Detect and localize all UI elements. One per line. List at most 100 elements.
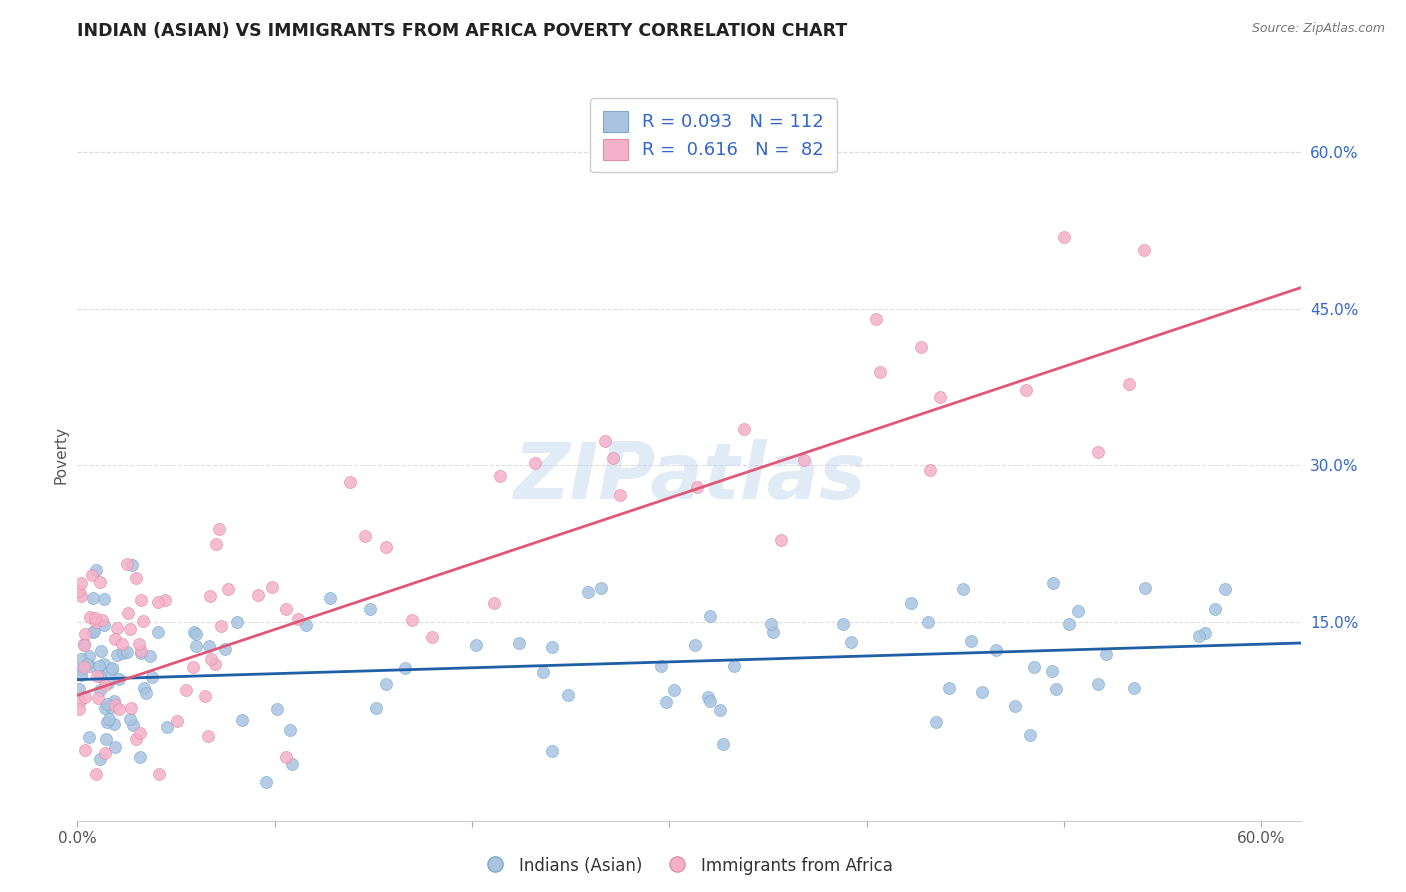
Point xyxy=(266,702,288,716)
Point xyxy=(696,690,718,704)
Point xyxy=(655,695,678,709)
Point xyxy=(77,649,100,664)
Point xyxy=(132,681,155,696)
Point xyxy=(1019,728,1042,742)
Point xyxy=(111,646,134,660)
Point xyxy=(254,775,277,789)
Point xyxy=(541,640,564,655)
Point xyxy=(129,726,152,740)
Point xyxy=(117,606,139,620)
Point xyxy=(1188,629,1211,643)
Point xyxy=(129,646,152,660)
Point xyxy=(295,618,318,632)
Point xyxy=(1122,681,1144,695)
Point xyxy=(1204,602,1226,616)
Point xyxy=(205,536,228,550)
Text: ZIPatlas: ZIPatlas xyxy=(513,439,865,515)
Point xyxy=(129,749,152,764)
Point xyxy=(69,667,91,681)
Point xyxy=(339,475,361,490)
Point xyxy=(972,685,994,699)
Point xyxy=(90,643,112,657)
Point xyxy=(76,657,98,672)
Point xyxy=(184,640,207,654)
Point xyxy=(75,743,97,757)
Point xyxy=(100,662,122,676)
Point xyxy=(166,714,188,729)
Point xyxy=(488,469,510,483)
Legend: Indians (Asian), Immigrants from Africa: Indians (Asian), Immigrants from Africa xyxy=(479,850,898,882)
Point xyxy=(1087,444,1109,458)
Point xyxy=(84,615,107,629)
Point xyxy=(104,739,127,754)
Point xyxy=(120,701,142,715)
Point xyxy=(762,625,785,640)
Point xyxy=(1014,383,1036,397)
Point xyxy=(246,588,269,602)
Point xyxy=(84,611,107,625)
Point xyxy=(97,676,120,690)
Point xyxy=(135,686,157,700)
Point xyxy=(73,638,96,652)
Point xyxy=(952,582,974,596)
Point xyxy=(1133,244,1156,258)
Point xyxy=(274,602,297,616)
Point xyxy=(699,694,721,708)
Point xyxy=(100,661,122,675)
Point xyxy=(287,612,309,626)
Point xyxy=(70,589,93,603)
Point xyxy=(70,663,93,677)
Point xyxy=(183,624,205,639)
Point xyxy=(93,591,115,606)
Point xyxy=(128,637,150,651)
Point xyxy=(89,574,111,589)
Point xyxy=(374,541,396,555)
Point xyxy=(281,757,304,772)
Point xyxy=(394,660,416,674)
Point xyxy=(541,744,564,758)
Point xyxy=(1042,575,1064,590)
Point xyxy=(1066,605,1088,619)
Point xyxy=(278,723,301,737)
Point xyxy=(104,698,127,713)
Point xyxy=(225,615,247,630)
Point xyxy=(73,636,96,650)
Point xyxy=(138,648,160,663)
Point xyxy=(375,677,398,691)
Point xyxy=(557,688,579,702)
Point xyxy=(214,642,236,657)
Point xyxy=(938,681,960,695)
Point xyxy=(359,601,381,615)
Point xyxy=(531,665,554,680)
Point xyxy=(918,463,941,477)
Point xyxy=(94,700,117,714)
Point xyxy=(93,618,115,632)
Point xyxy=(103,717,125,731)
Point xyxy=(865,312,887,326)
Point xyxy=(132,614,155,628)
Point xyxy=(217,582,239,596)
Point xyxy=(115,557,138,571)
Point xyxy=(986,642,1008,657)
Point xyxy=(1022,660,1045,674)
Point xyxy=(82,591,104,605)
Y-axis label: Poverty: Poverty xyxy=(53,425,69,484)
Point xyxy=(683,639,706,653)
Point xyxy=(1057,616,1080,631)
Point xyxy=(108,673,131,687)
Point xyxy=(70,651,93,665)
Point xyxy=(115,645,138,659)
Point xyxy=(93,657,115,671)
Point xyxy=(94,678,117,692)
Point xyxy=(662,682,685,697)
Point xyxy=(591,581,613,595)
Point xyxy=(925,714,948,729)
Point xyxy=(82,624,104,639)
Point xyxy=(79,610,101,624)
Point xyxy=(96,697,118,711)
Point xyxy=(929,390,952,404)
Point xyxy=(103,694,125,708)
Point xyxy=(650,659,672,673)
Point xyxy=(465,638,488,652)
Point xyxy=(89,669,111,683)
